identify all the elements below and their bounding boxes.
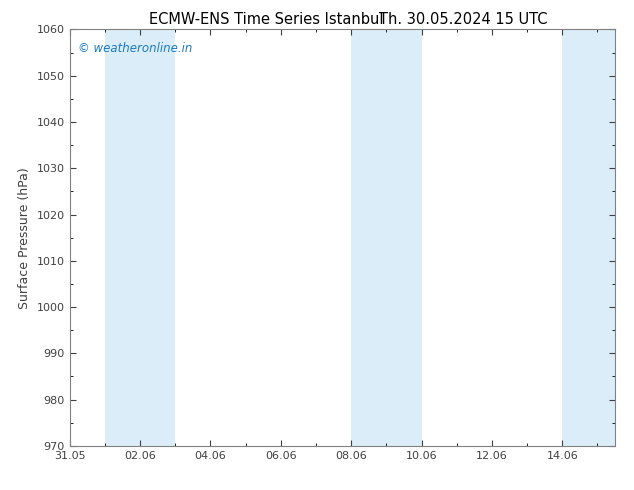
Y-axis label: Surface Pressure (hPa): Surface Pressure (hPa) xyxy=(18,167,31,309)
Text: Th. 30.05.2024 15 UTC: Th. 30.05.2024 15 UTC xyxy=(378,12,547,27)
Text: ECMW-ENS Time Series Istanbul: ECMW-ENS Time Series Istanbul xyxy=(149,12,384,27)
Bar xyxy=(562,29,615,446)
Bar xyxy=(351,29,422,446)
Text: © weatheronline.in: © weatheronline.in xyxy=(78,42,192,55)
Bar xyxy=(105,29,175,446)
